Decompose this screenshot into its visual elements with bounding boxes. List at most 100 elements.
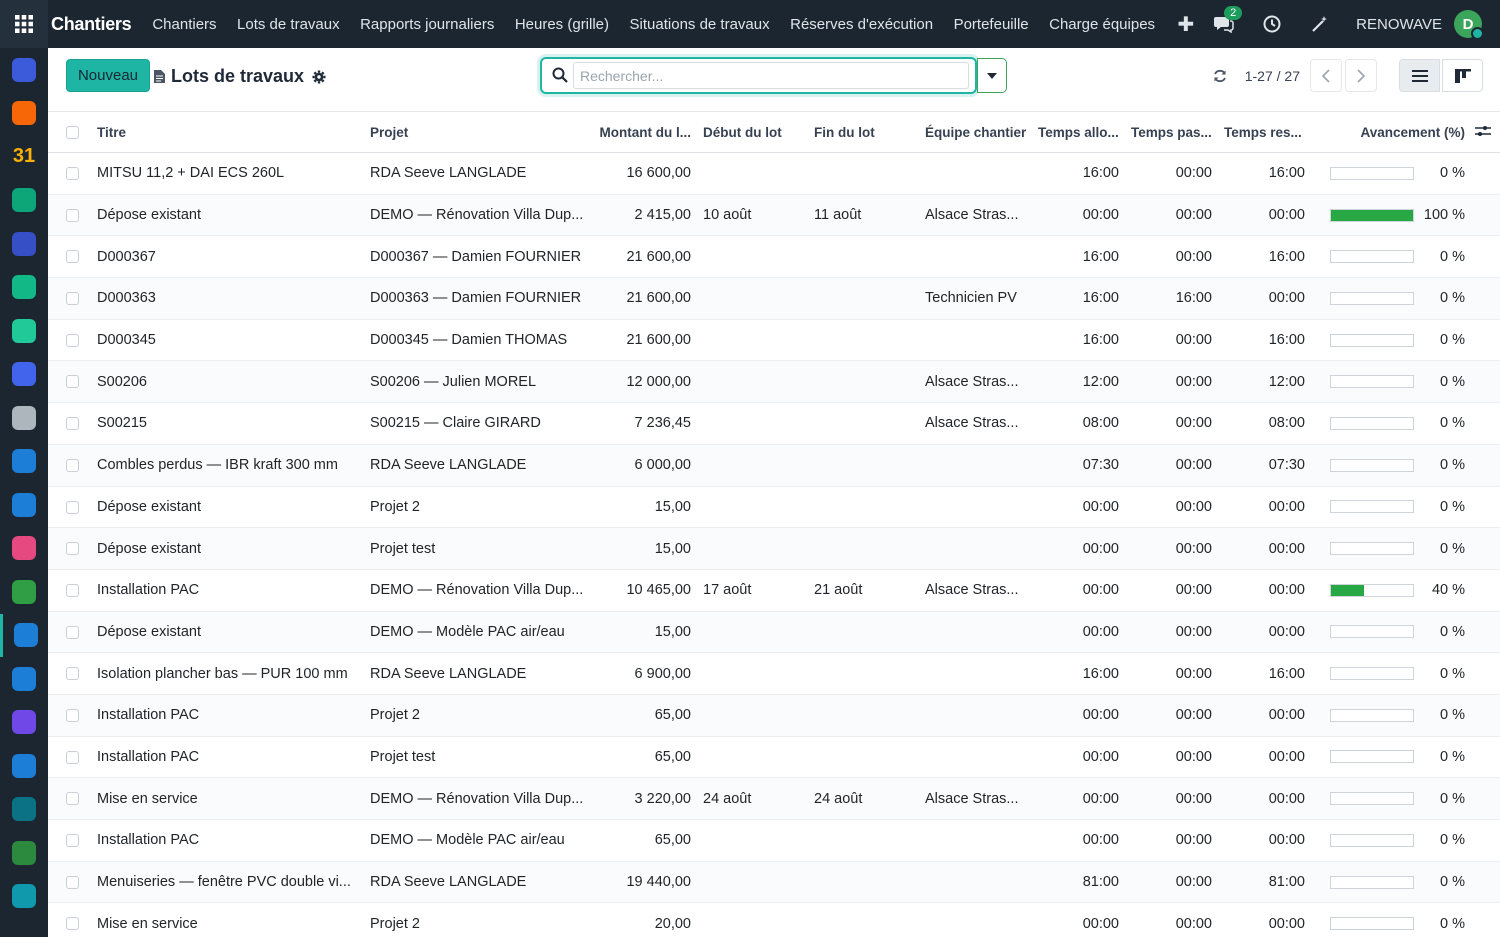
ai-tools-button[interactable] [1308, 12, 1332, 36]
menu-item-0[interactable]: Chantiers [152, 15, 217, 33]
menu-item-5[interactable]: Réserves d'exécution [790, 15, 934, 33]
checkbox[interactable] [66, 542, 79, 556]
menu-item-4[interactable]: Situations de travaux [629, 15, 770, 33]
menu-item-2[interactable]: Rapports journaliers [360, 15, 495, 33]
checkbox[interactable] [66, 333, 79, 347]
row-checkbox[interactable] [48, 236, 91, 278]
table-row[interactable]: Mise en service Projet 2 20,00 00:00 00:00 00… [48, 903, 1500, 937]
dock-app-7[interactable] [0, 353, 48, 397]
checkbox[interactable] [66, 875, 79, 889]
search-options-toggle[interactable] [977, 58, 1007, 93]
row-checkbox[interactable] [48, 486, 91, 528]
app-brand[interactable]: Chantiers [51, 13, 132, 34]
dock-app-3[interactable] [0, 179, 48, 223]
checkbox[interactable] [66, 625, 79, 639]
column-header-montant[interactable]: Montant du l... [599, 124, 691, 140]
table-row[interactable]: D000367 D000367 — Damien FOURNIER 21 600,0… [48, 236, 1500, 278]
dock-app-18[interactable] [0, 831, 48, 875]
checkbox[interactable] [66, 167, 79, 181]
dock-app-5[interactable] [0, 266, 48, 310]
pager-value[interactable]: 1-27 / 27 [1244, 67, 1300, 84]
refresh-icon[interactable] [1213, 69, 1227, 83]
user-avatar[interactable]: D [1454, 10, 1484, 40]
pager-previous-button[interactable] [1310, 59, 1342, 92]
checkbox[interactable] [66, 458, 79, 472]
column-header-titre[interactable]: Titre [97, 124, 127, 140]
column-header-temps-passe[interactable]: Temps pas... [1131, 124, 1212, 140]
row-checkbox[interactable] [48, 278, 91, 320]
row-checkbox[interactable] [48, 444, 91, 486]
dock-app-16[interactable] [0, 744, 48, 788]
dock-app-9[interactable] [0, 440, 48, 484]
column-header-fin[interactable]: Fin du lot [814, 124, 875, 140]
row-checkbox[interactable] [48, 694, 91, 736]
table-row[interactable]: S00206 S00206 — Julien MOREL 12 000,00 Alsa… [48, 360, 1500, 403]
table-row[interactable]: S00215 S00215 — Claire GIRARD 7 236,45 Alsa… [48, 403, 1500, 445]
gear-icon[interactable] [312, 70, 326, 84]
checkbox[interactable] [66, 917, 79, 931]
dock-app-6[interactable] [0, 309, 48, 353]
table-row[interactable]: Installation PAC DEMO — Rénovation Villa … [48, 569, 1500, 612]
dock-app-13[interactable] [0, 613, 48, 657]
column-header-projet[interactable]: Projet [370, 124, 409, 140]
list-view-button[interactable] [1399, 59, 1440, 92]
dock-app-2[interactable]: 31 [0, 135, 48, 179]
checkbox[interactable] [66, 208, 79, 222]
row-checkbox[interactable] [48, 403, 91, 445]
table-row[interactable]: Installation PAC DEMO — Modèle PAC air/ea… [48, 820, 1500, 862]
column-header-temps-restant[interactable]: Temps res... [1224, 124, 1302, 140]
column-header-avancement[interactable]: Avancement (%) [1360, 124, 1465, 140]
table-row[interactable]: Installation PAC Projet 2 65,00 00:00 00:00 0… [48, 694, 1500, 737]
checkbox[interactable] [66, 667, 79, 681]
dock-app-11[interactable] [0, 527, 48, 571]
row-checkbox[interactable] [48, 569, 91, 611]
checkbox[interactable] [66, 834, 79, 848]
column-header-equipe[interactable]: Équipe chantier [925, 124, 1027, 140]
menu-item-7[interactable]: Charge équipes [1049, 15, 1156, 33]
row-checkbox[interactable] [48, 903, 91, 937]
table-row[interactable]: Dépose existant Projet 2 15,00 00:00 00:00 00… [48, 486, 1500, 528]
checkbox[interactable] [66, 417, 79, 431]
kanban-view-button[interactable] [1442, 59, 1483, 92]
table-row[interactable]: Dépose existant DEMO — Modèle PAC air/eau… [48, 611, 1500, 653]
row-checkbox[interactable] [48, 611, 91, 653]
row-checkbox[interactable] [48, 528, 91, 570]
table-row[interactable]: Dépose existant DEMO — Rénovation Villa D… [48, 194, 1500, 236]
table-row[interactable]: Mise en service DEMO — Rénovation Villa D… [48, 777, 1500, 820]
table-row[interactable]: Isolation plancher bas — PUR 100 mm RDA S… [48, 653, 1500, 695]
dock-app-4[interactable] [0, 222, 48, 266]
checkbox[interactable] [66, 292, 79, 306]
menu-item-3[interactable]: Heures (grille) [514, 15, 610, 33]
company-switcher[interactable]: RENOWAVE [1356, 15, 1442, 33]
checkbox[interactable] [66, 750, 79, 764]
dock-app-17[interactable] [0, 788, 48, 832]
row-checkbox[interactable] [48, 778, 91, 820]
checkbox[interactable] [66, 500, 79, 514]
table-row[interactable]: D000363 D000363 — Damien FOURNIER 21 600,0… [48, 277, 1500, 320]
row-checkbox[interactable] [48, 820, 91, 862]
row-checkbox[interactable] [48, 319, 91, 361]
column-header-temps-alloue[interactable]: Temps allo... [1038, 124, 1119, 140]
row-checkbox[interactable] [48, 861, 91, 903]
search-icon[interactable] [552, 67, 568, 83]
row-checkbox[interactable] [48, 153, 91, 195]
dock-app-12[interactable] [0, 570, 48, 614]
checkbox[interactable] [66, 375, 79, 389]
search-input[interactable] [573, 62, 969, 89]
dock-app-19[interactable] [0, 875, 48, 919]
dock-app-14[interactable] [0, 657, 48, 701]
checkbox[interactable] [66, 708, 79, 722]
dock-app-8[interactable] [0, 396, 48, 440]
activities-button[interactable] [1260, 12, 1284, 36]
dock-app-10[interactable] [0, 483, 48, 527]
dock-app-15[interactable] [0, 701, 48, 745]
select-all-checkbox[interactable] [48, 112, 91, 153]
checkbox[interactable] [66, 583, 79, 597]
table-row[interactable]: Installation PAC Projet test 65,00 00:00 00:… [48, 736, 1500, 778]
app-menu-button[interactable] [0, 0, 48, 48]
row-checkbox[interactable] [48, 361, 91, 403]
menu-item-6[interactable]: Portefeuille [953, 15, 1029, 33]
row-checkbox[interactable] [48, 194, 91, 236]
row-checkbox[interactable] [48, 653, 91, 695]
pager-next-button[interactable] [1345, 59, 1377, 92]
